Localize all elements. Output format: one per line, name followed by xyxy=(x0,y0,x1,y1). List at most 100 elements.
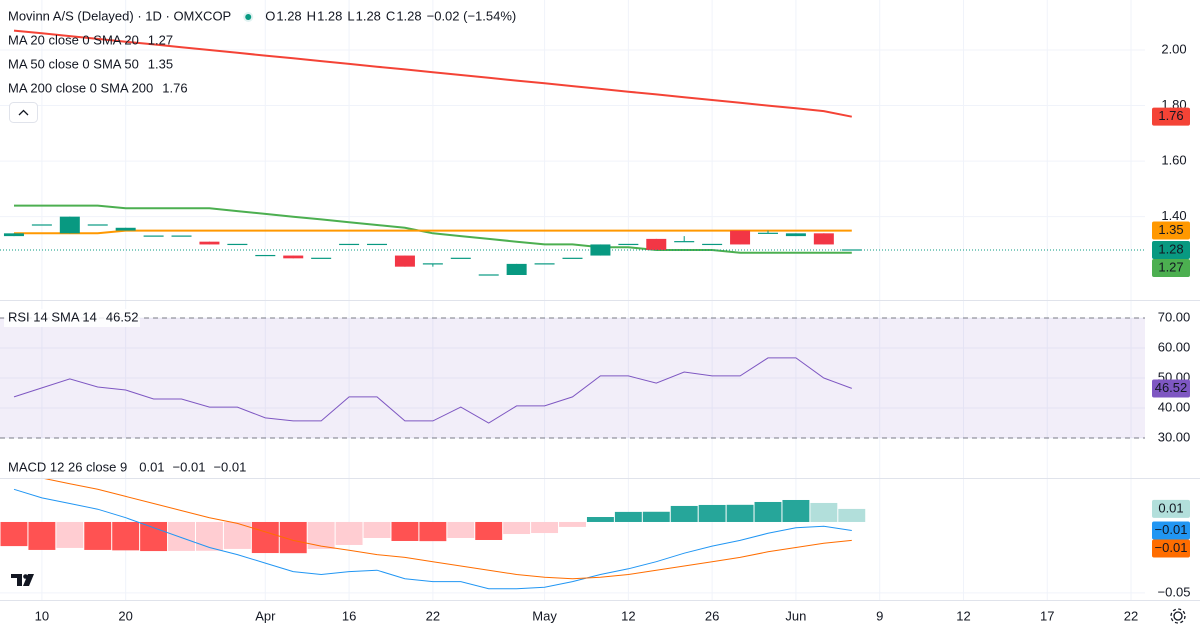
settings-icon[interactable] xyxy=(1170,608,1186,624)
y-tick-label: 2.00 xyxy=(1161,41,1186,56)
rsi-band xyxy=(0,318,1145,438)
macd-histogram-bar xyxy=(28,521,56,550)
macd-histogram-bar xyxy=(559,521,586,527)
x-tick-label: 12 xyxy=(956,608,970,623)
y-tick-label: −0.05 xyxy=(1158,584,1191,599)
macd-histogram-bar xyxy=(140,521,168,552)
y-tick-label: 40.00 xyxy=(1158,399,1191,414)
y-tick-label: 70.00 xyxy=(1158,309,1191,324)
status-dot xyxy=(245,14,252,20)
x-tick-label: 17 xyxy=(1040,608,1054,623)
rsi-pane xyxy=(0,317,1145,439)
candle-body xyxy=(171,235,192,237)
ma-legend-name: MA 200 close 0 SMA 200 xyxy=(8,80,153,95)
price-label-box xyxy=(1152,107,1190,126)
collapse-button[interactable] xyxy=(9,102,38,123)
candle-body xyxy=(757,232,778,234)
x-tick-label: 20 xyxy=(118,608,132,623)
logo[interactable] xyxy=(11,574,34,586)
macd-histogram-bar xyxy=(56,521,84,548)
ma-legend-value: 1.35 xyxy=(148,56,173,71)
x-tick-label: 16 xyxy=(342,608,356,623)
price-label: −0.01 xyxy=(1155,522,1188,537)
candle-body xyxy=(646,238,667,250)
rsi-legend-name: RSI 14 SMA 14 xyxy=(8,309,97,324)
x-tick-label: 12 xyxy=(621,608,635,623)
x-tick-label: 9 xyxy=(876,608,883,623)
price-label-box xyxy=(1152,499,1190,518)
x-tick-label: 10 xyxy=(35,608,49,623)
x-tick-label: Jun xyxy=(785,608,806,623)
x-tick-label: Apr xyxy=(255,608,276,623)
macd-histogram-bar xyxy=(503,521,531,535)
ohlc-key: H xyxy=(307,8,316,23)
macd-legend-name: MACD 12 26 close 9 xyxy=(8,459,127,474)
candle-body xyxy=(422,263,443,265)
price-label: 1.35 xyxy=(1158,222,1183,237)
macd-histogram-bar xyxy=(391,521,419,541)
candle-body xyxy=(283,255,304,259)
price-label: 46.52 xyxy=(1155,380,1188,395)
candle-body xyxy=(450,257,471,259)
candle-body xyxy=(255,254,276,257)
y-tick-label: 60.00 xyxy=(1158,339,1191,354)
labels: 10 20 Apr 16 22 May 12 26 Jun 9 12 17 221.401.601.80… xyxy=(4,8,1190,623)
macd-pane xyxy=(0,478,866,590)
y-tick-label: 1.40 xyxy=(1161,208,1186,223)
macd-histogram-bar xyxy=(335,521,363,545)
candle-body xyxy=(534,263,555,265)
macd-histogram-bar xyxy=(363,521,391,539)
macd-histogram-bar xyxy=(251,521,279,554)
price-label-box xyxy=(1152,379,1190,398)
macd-histogram-bar xyxy=(642,511,670,522)
price-label: 1.27 xyxy=(1158,259,1183,274)
macd-histogram-bar xyxy=(419,521,447,542)
ohlc-key: O xyxy=(265,8,275,23)
x-tick-label: 26 xyxy=(705,608,719,623)
candle-body xyxy=(562,257,583,259)
candle-body xyxy=(87,224,108,226)
price-label: 1.28 xyxy=(1158,241,1183,256)
ohlc-key: C xyxy=(386,8,395,23)
macd-histogram-bar xyxy=(726,504,754,522)
candle-body xyxy=(478,274,499,276)
macd-legend-value: −0.01 xyxy=(173,459,206,474)
price-label-box xyxy=(1152,221,1190,240)
macd-histogram-bar xyxy=(475,521,503,540)
price-label: 0.01 xyxy=(1158,500,1183,515)
legend-bg xyxy=(4,309,140,327)
macd-histogram-bar xyxy=(670,505,698,522)
macd-histogram-bar xyxy=(614,511,642,522)
ohlc-value: 1.28 xyxy=(317,8,342,23)
macd-histogram-bar xyxy=(531,521,559,534)
y-tick-label: 30.00 xyxy=(1158,429,1191,444)
price-label-box xyxy=(1152,259,1190,277)
macd-histogram-bar xyxy=(84,521,112,550)
candle-body xyxy=(674,241,695,243)
candle-body xyxy=(227,243,248,246)
ohlc-value: 1.28 xyxy=(276,8,301,23)
macd-histogram-bar xyxy=(782,499,810,522)
price-label: 1.76 xyxy=(1158,108,1183,123)
chart-title: Movinn A/S (Delayed) · 1D · OMXCOP xyxy=(8,8,231,23)
candle-body xyxy=(59,216,80,234)
candle-body xyxy=(702,243,723,246)
macd-histogram-bar xyxy=(754,501,782,522)
ma-line xyxy=(13,29,852,118)
candle-body xyxy=(339,243,360,246)
ma-legend-value: 1.27 xyxy=(148,32,173,47)
ohlc-key: L xyxy=(347,8,354,23)
macd-histogram-bar xyxy=(112,521,140,551)
candle-body xyxy=(199,241,220,245)
ohlc-value: 1.28 xyxy=(356,8,381,23)
x-tick-label: May xyxy=(532,608,557,623)
ma-line xyxy=(14,229,852,235)
candle-body xyxy=(813,233,834,245)
x-tick-label: 22 xyxy=(426,608,440,623)
price-label-box xyxy=(1152,521,1190,540)
change: −0.02 (−1.54%) xyxy=(427,8,517,23)
price-label-box xyxy=(1152,539,1190,558)
macd-histogram-bar xyxy=(0,521,28,547)
macd-histogram-bar xyxy=(838,508,866,522)
